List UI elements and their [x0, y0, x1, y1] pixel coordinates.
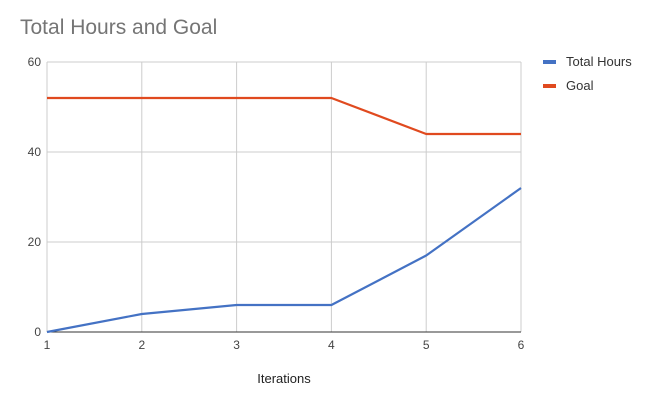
x-tick-label: 3 [233, 338, 240, 352]
y-tick-label: 40 [28, 145, 42, 159]
tick-labels: 0 20 40 60 1 2 3 4 5 6 [28, 55, 525, 352]
x-tick-label: 4 [328, 338, 335, 352]
x-axis-title: Iterations [257, 371, 311, 386]
legend-swatch [543, 84, 556, 88]
legend-swatch [543, 60, 556, 64]
legend-label: Goal [566, 78, 594, 93]
legend: Total Hours Goal [543, 54, 632, 93]
x-tick-label: 5 [423, 338, 430, 352]
legend-label: Total Hours [566, 54, 632, 69]
y-tick-label: 0 [34, 325, 41, 339]
grid-lines [46, 61, 522, 333]
y-tick-label: 60 [28, 55, 42, 69]
x-tick-label: 2 [138, 338, 145, 352]
y-tick-label: 20 [28, 235, 42, 249]
series-line-2 [47, 96, 521, 136]
chart-title: Total Hours and Goal [20, 16, 218, 39]
series-lines [46, 96, 522, 334]
x-tick-label: 6 [518, 338, 525, 352]
x-tick-label: 1 [44, 338, 51, 352]
series-line-1 [46, 187, 522, 334]
